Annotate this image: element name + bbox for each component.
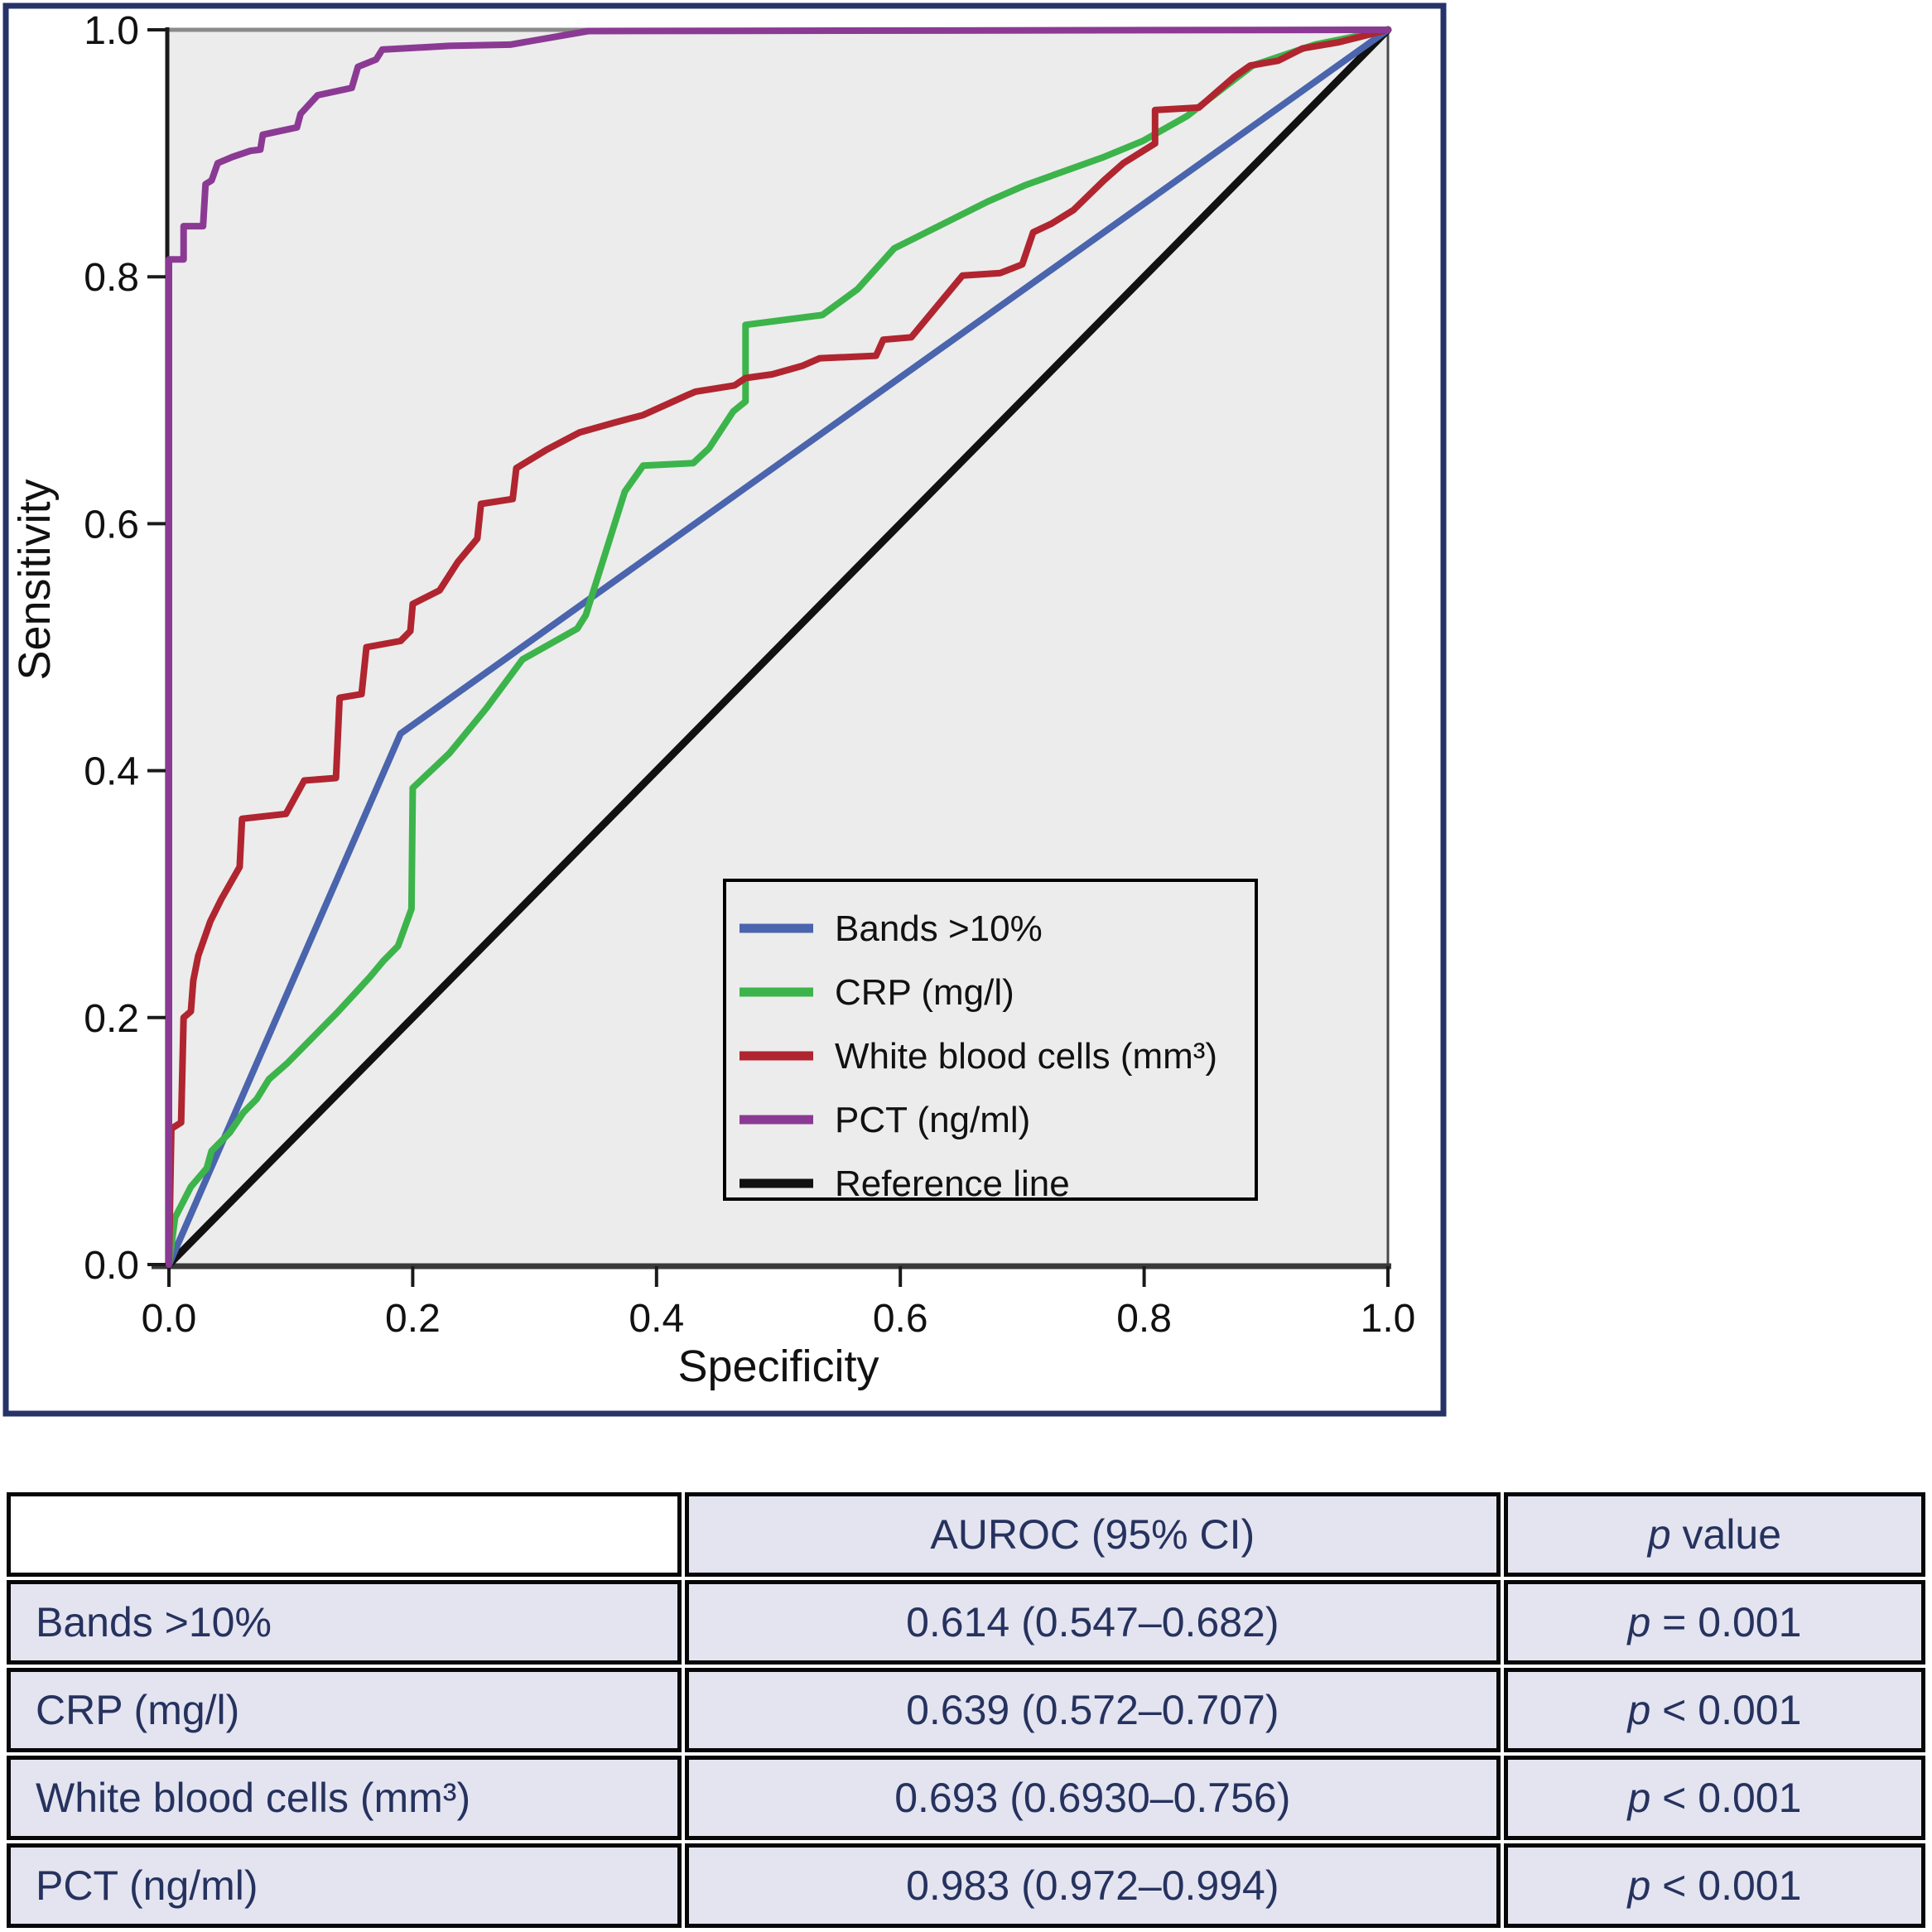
roc-curve-pct [166,26,1391,1268]
table-row: PCT (ng/ml) 0.983 (0.972–0.994) p < 0.001 [7,1843,1925,1928]
legend-item-label: CRP (mg/l) [835,972,1014,1013]
legend: Bands >10% CRP (mg/l) White blood cells (m… [740,908,1217,1204]
table-row: Bands >10% 0.614 (0.547–0.682) p = 0.001 [7,1580,1925,1665]
y-axis-title: Sensitivity [10,479,60,680]
table-header-row: AUROC (95% CI) p value [7,1492,1925,1577]
table-header-pvalue: p value [1503,1492,1925,1577]
y-tick-label: 0.2 [84,997,139,1041]
roc-curves [165,26,1392,1269]
p-value-cell: p < 0.001 [1503,1668,1925,1752]
x-tick-label: 0.4 [629,1297,684,1341]
row-label-cell: Bands >10% [7,1580,682,1665]
legend-box [723,879,1258,1201]
axis-ticks: 0.0 0.2 0.4 0.6 0.8 1.0 0.0 0.2 0.4 0.6 0.8 1.0 [84,9,1415,1341]
table-row: CRP (mg/l) 0.639 (0.572–0.707) p < 0.001 [7,1668,1925,1752]
table-header-auroc: AUROC (95% CI) [684,1492,1501,1577]
p-value-cell: p = 0.001 [1503,1580,1925,1665]
y-tick-label: 0.4 [84,750,139,794]
roc-curve-crp [166,26,1391,1268]
auroc-cell: 0.639 (0.572–0.707) [684,1668,1501,1752]
y-tick-label: 0.0 [84,1244,139,1288]
p-value-cell: p < 0.001 [1503,1756,1925,1840]
x-axis-title: Specificity [677,1342,879,1391]
row-label-cell: White blood cells (mm³) [7,1756,682,1840]
roc-curve-bands [166,26,1391,1268]
auroc-results-table: AUROC (95% CI) p value Bands >10% 0.614 (0… [3,1489,1929,1931]
roc-curve-reference [165,26,1392,1269]
x-tick-label: 1.0 [1361,1297,1416,1341]
legend-item-label: PCT (ng/ml) [835,1100,1030,1140]
y-tick-label: 0.8 [84,256,139,300]
legend-item-label: White blood cells (mm³) [835,1036,1217,1077]
table-row: White blood cells (mm³) 0.693 (0.6930–0.7… [7,1756,1925,1840]
legend-item-label: Reference line [835,1164,1070,1204]
x-tick-label: 0.0 [142,1297,197,1341]
roc-curve-wbc [166,26,1391,1268]
row-label-cell: PCT (ng/ml) [7,1843,682,1928]
table-header-blank [7,1492,682,1577]
x-tick-label: 0.8 [1116,1297,1172,1341]
x-tick-label: 0.6 [873,1297,928,1341]
y-tick-label: 1.0 [84,9,139,53]
y-tick-label: 0.6 [84,503,139,547]
row-label-cell: CRP (mg/l) [7,1668,682,1752]
roc-chart-figure: 0.0 0.2 0.4 0.6 0.8 1.0 0.0 0.2 0.4 0.6 0.8 1.0 Ban… [2,2,1447,1417]
legend-item-label: Bands >10% [835,908,1043,949]
table-body: Bands >10% 0.614 (0.547–0.682) p = 0.001 CR… [7,1580,1925,1928]
auroc-cell: 0.693 (0.6930–0.756) [684,1756,1501,1840]
x-tick-label: 0.2 [385,1297,441,1341]
p-value-cell: p < 0.001 [1503,1843,1925,1928]
auroc-cell: 0.614 (0.547–0.682) [684,1580,1501,1665]
roc-chart-canvas: 0.0 0.2 0.4 0.6 0.8 1.0 0.0 0.2 0.4 0.6 0.8 1.0 Ban… [2,2,1447,1417]
table-header: AUROC (95% CI) p value [7,1492,1925,1577]
auroc-cell: 0.983 (0.972–0.994) [684,1843,1501,1928]
